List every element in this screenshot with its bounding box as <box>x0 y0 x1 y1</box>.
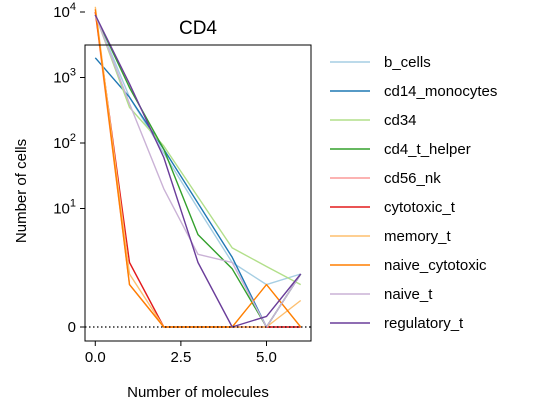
plot-frame <box>84 44 312 342</box>
plot-lines <box>94 6 302 328</box>
series-line-naive_t <box>94 14 302 328</box>
legend-label-regulatory_t: regulatory_t <box>384 315 464 332</box>
chart-title: CD4 <box>179 18 217 39</box>
legend-label-memory_t: memory_t <box>384 228 452 245</box>
legend-label-cytotoxic_t: cytotoxic_t <box>384 199 456 216</box>
series-line-cytotoxic_t <box>94 11 301 328</box>
y-tick-label: 101 <box>53 198 76 218</box>
y-axis: 0 101 102 103 104 <box>53 1 85 336</box>
legend-label-cd14_monocytes: cd14_monocytes <box>384 83 497 100</box>
y-tick-label: 104 <box>53 1 76 21</box>
x-tick-label: 5.0 <box>256 349 277 366</box>
x-tick-label: 2.5 <box>170 349 191 366</box>
legend-label-naive_t: naive_t <box>384 286 433 303</box>
legend-label-cd56_nk: cd56_nk <box>384 170 441 187</box>
legend-label-cd34: cd34 <box>384 112 417 129</box>
legend-label-b_cells: b_cells <box>384 54 431 71</box>
y-tick-label: 102 <box>53 132 76 152</box>
y-axis-label: Number of cells <box>13 139 30 243</box>
x-axis-label: Number of molecules <box>127 384 269 401</box>
x-tick-label: 0.0 <box>85 349 106 366</box>
series-line-naive_cytotoxic <box>94 9 302 328</box>
y-tick-label: 103 <box>53 67 76 87</box>
y-tick-label: 0 <box>68 319 76 336</box>
series-line-cd34 <box>94 14 302 286</box>
legend: b_cells cd14_monocytes cd34 cd4_t_helper cd5… <box>330 54 497 332</box>
series-line-memory_t <box>94 6 302 328</box>
x-axis: 0.0 2.5 5.0 <box>85 341 277 366</box>
series-line-cd4_t_helper <box>94 14 302 328</box>
series-line-cd56_nk <box>94 11 301 328</box>
legend-label-cd4_t_helper: cd4_t_helper <box>384 141 471 158</box>
series-line-regulatory_t <box>94 14 302 328</box>
legend-label-naive_cytotoxic: naive_cytotoxic <box>384 257 487 274</box>
